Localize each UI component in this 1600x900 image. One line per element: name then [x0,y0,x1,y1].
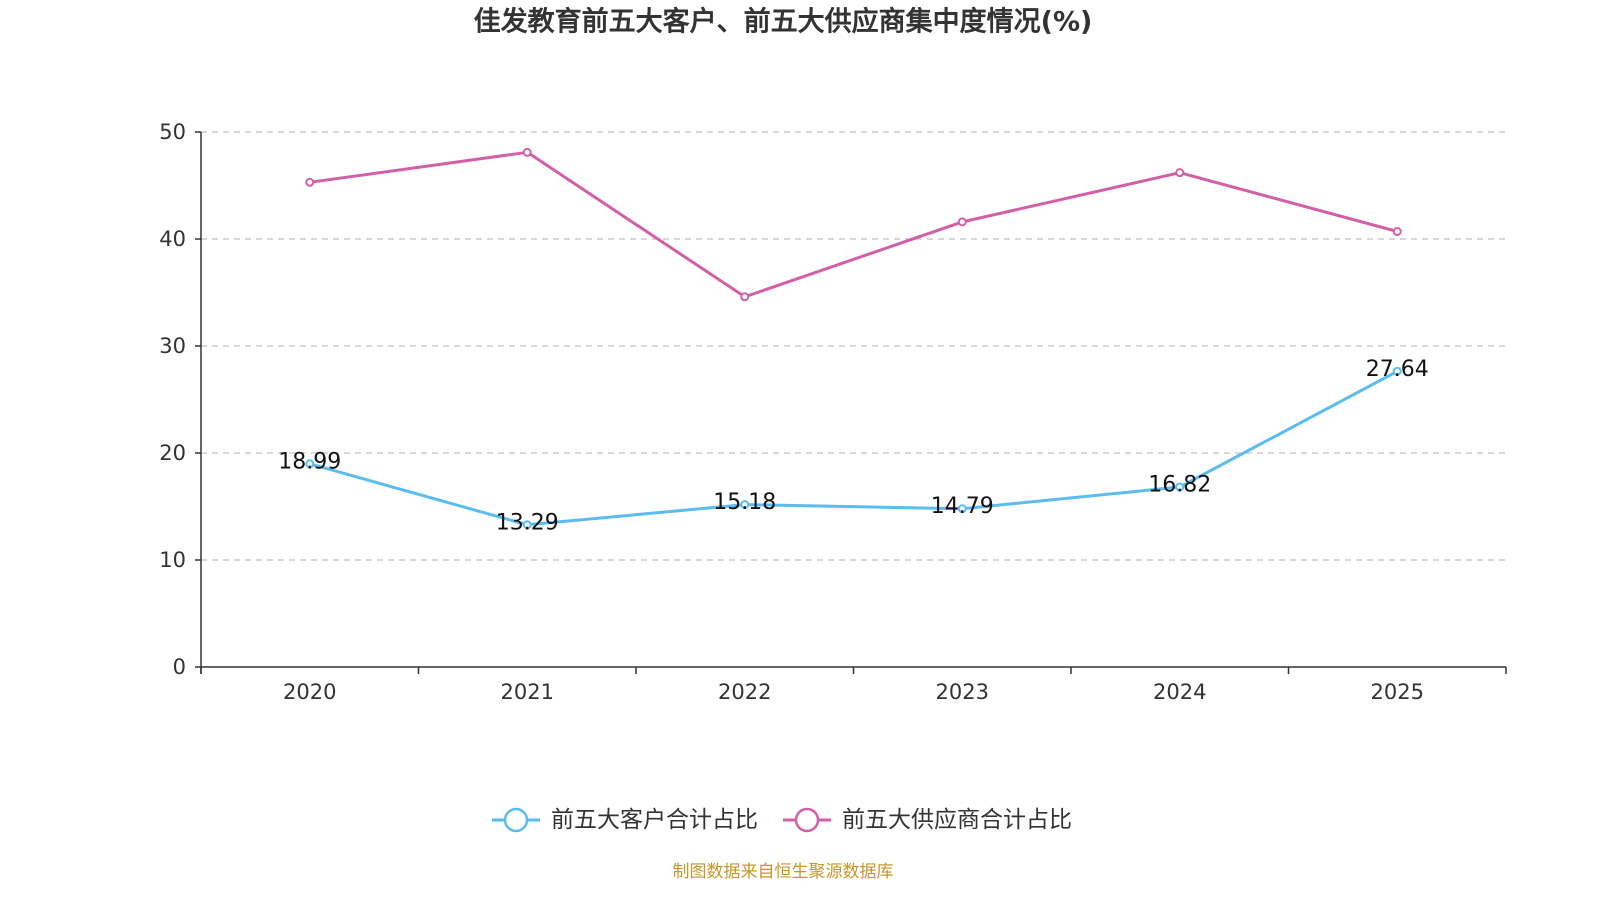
series-layer [305,147,1402,530]
data-label-2024: 16.82 [1148,473,1211,498]
x-tick-label-2020: 2020 [283,680,336,704]
x-tick-label-2022: 2022 [718,680,771,704]
series-1-point-2021 [522,147,532,157]
data-label-2025: 27.64 [1366,357,1429,382]
y-tick-label-10: 10 [159,548,186,572]
y-tick-label-0: 0 [173,655,186,679]
series-1-point-2020 [305,177,315,187]
chart-title: 佳发教育前五大客户、前五大供应商集中度情况(%) [474,6,1093,38]
series-0-point-2025 [1392,366,1402,376]
series-0-point-2024 [1175,482,1185,492]
series-line-1 [309,150,1398,299]
x-tick-label-2021: 2021 [501,680,554,704]
legend-item-customers[interactable]: 前五大客户合计占比 [492,807,758,833]
series-0-point-2020 [305,459,315,469]
data-labels: 18.99 13.29 15.18 14.79 16.82 27.64 [278,357,1428,536]
data-label-2023: 14.79 [931,494,994,519]
series-0-point-2023 [957,504,967,514]
y-tick-label-30: 30 [159,334,186,358]
legend-label-customers: 前五大客户合计占比 [551,807,758,833]
y-tick-label-40: 40 [159,227,186,251]
legend-item-suppliers[interactable]: 前五大供应商合计占比 [783,807,1072,833]
series-1-point-2024 [1175,168,1185,178]
y-tick-label-50: 50 [159,120,186,144]
series-1-point-2025 [1392,227,1402,237]
series-1-point-2022 [740,292,750,302]
legend-marker-customers [503,807,529,833]
series-line-0 [309,369,1399,527]
x-tick-label-2024: 2024 [1153,680,1206,704]
series-0-point-2022 [740,500,750,510]
series-1-point-2023 [957,217,967,227]
y-tick-label-20: 20 [159,441,186,465]
legend: 前五大客户合计占比 前五大供应商合计占比 [492,807,1072,833]
legend-marker-suppliers [794,807,820,833]
source-footer: 制图数据来自恒生聚源数据库 [673,862,894,882]
data-label-2022: 15.18 [713,490,776,515]
legend-label-suppliers: 前五大供应商合计占比 [842,807,1072,833]
data-label-2020: 18.99 [278,449,341,474]
axes: 0 10 20 30 40 50 2020 2021 2022 2023 2024 2025 [159,120,1507,704]
x-tick-label-2025: 2025 [1371,680,1424,704]
series-0-point-2021 [522,520,532,530]
x-tick-label-2023: 2023 [936,680,989,704]
gridlines [201,131,1506,561]
data-label-2021: 13.29 [496,510,559,535]
